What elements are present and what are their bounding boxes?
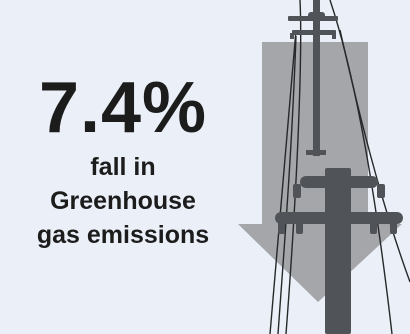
down-arrow-icon [238,42,402,302]
stat-value: 7.4% [38,68,208,148]
stat-label-line: gas emissions [36,221,210,249]
utility-pole-icon [275,168,403,334]
utility-pole-icon [288,0,338,156]
stat-label-line: Greenhouse [50,187,196,215]
stat-label-line: fall in [90,153,156,181]
stat-label: fall in Greenhouse gas emissions [0,150,246,252]
statistic-block: 7.4% fall in Greenhouse gas emissions [0,66,246,252]
power-lines [269,0,410,334]
